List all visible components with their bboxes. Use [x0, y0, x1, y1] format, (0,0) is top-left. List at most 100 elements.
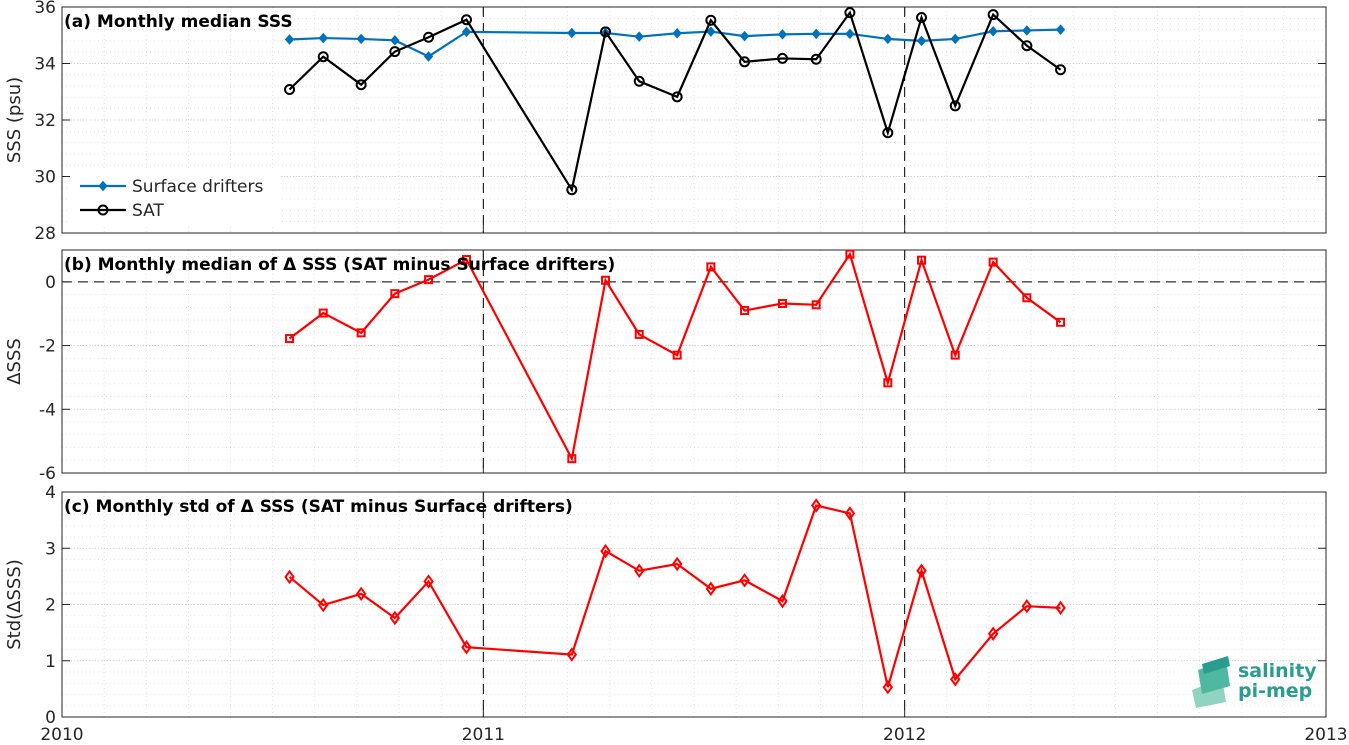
x-tick-label: 2012 [883, 725, 926, 745]
x-tick-label: 2013 [1304, 725, 1347, 745]
data-point [988, 26, 998, 37]
data-point [811, 28, 821, 40]
data-point [634, 329, 644, 339]
data-point [777, 299, 787, 309]
y-tick-label: 2 [45, 596, 56, 616]
panel-b-median-delta-sss: -6 -4 -2 0 ΔSSS (b) Monthly median of Δ SSS (… [4, 249, 1327, 484]
data-point [567, 27, 577, 39]
data-point [423, 51, 434, 62]
data-point [1022, 25, 1032, 36]
y-axis-label: SSS (psu) [4, 77, 25, 163]
data-point [777, 29, 788, 40]
y-tick-label: 34 [34, 55, 56, 75]
logo-text-pimep: pi-mep [1238, 680, 1312, 702]
data-point [566, 647, 578, 662]
legend-label: SAT [132, 201, 164, 221]
data-point [355, 586, 367, 602]
panel-a-monthly-median-sss: 28 30 32 34 36 SSS (psu) (a) Monthly median SS… [4, 0, 1327, 244]
data-point [1021, 598, 1033, 614]
data-point [706, 262, 716, 272]
data-point [634, 31, 644, 42]
data-point [390, 289, 400, 299]
data-point [1055, 24, 1066, 35]
legend-box [70, 168, 280, 226]
y-axis-label: Std(ΔSSS) [4, 559, 25, 650]
data-point [739, 573, 750, 588]
data-point [284, 83, 296, 95]
data-point [739, 30, 750, 42]
data-point [461, 26, 472, 38]
data-point [355, 79, 367, 91]
legend: Surface drifters SAT [70, 168, 280, 226]
data-point [1055, 64, 1067, 76]
data-point [390, 35, 400, 46]
data-point [671, 91, 683, 103]
logo-text-salinity: salinity [1238, 660, 1317, 682]
data-point [845, 249, 855, 259]
data-point [917, 255, 927, 265]
data-point [284, 569, 295, 585]
data-point [356, 33, 366, 45]
series-line-0 [288, 251, 1062, 462]
data-point [633, 563, 645, 578]
data-point [356, 328, 366, 338]
data-point [601, 275, 611, 285]
data-point [845, 28, 855, 40]
y-tick-label: 4 [45, 483, 56, 503]
y-tick-label: 3 [45, 539, 56, 559]
data-point [987, 9, 999, 21]
data-point [672, 28, 682, 39]
data-point [705, 581, 717, 596]
data-point [776, 52, 788, 64]
data-point [988, 257, 998, 267]
data-point [284, 34, 295, 45]
panel-title: (a) Monthly median SSS [64, 12, 293, 32]
y-tick-label: -2 [39, 337, 56, 357]
data-point [705, 14, 717, 26]
data-point [461, 640, 472, 655]
data-point [882, 127, 894, 139]
y-tick-label: 36 [34, 0, 56, 18]
data-point [916, 11, 928, 23]
series-line-1 [288, 10, 1062, 193]
data-point [389, 46, 401, 58]
data-point [844, 506, 856, 521]
y-tick-label: 0 [45, 273, 56, 293]
data-point [672, 350, 682, 360]
y-tick-label: 1 [45, 652, 56, 672]
axes-box [61, 249, 1327, 474]
y-tick-label: 32 [34, 111, 56, 131]
data-point [600, 26, 612, 38]
data-point [1021, 40, 1033, 52]
data-point [987, 626, 999, 641]
data-point [1056, 317, 1066, 327]
data-point [883, 378, 893, 388]
data-point [1055, 600, 1066, 616]
series-line-0 [288, 504, 1061, 688]
legend-marker [98, 180, 108, 192]
x-tick-label: 2010 [40, 725, 83, 745]
data-point [671, 556, 683, 572]
data-point [285, 334, 295, 344]
salinity-pi-mep-logo: salinity pi-mep [1192, 656, 1317, 708]
data-point [916, 563, 927, 578]
data-point [810, 53, 822, 65]
data-point [739, 56, 751, 68]
logo-wave-icon [1202, 656, 1230, 674]
y-axis-label: ΔSSS [4, 338, 25, 385]
data-point [949, 672, 961, 687]
data-point [811, 300, 821, 310]
y-tick-label: 0 [45, 708, 56, 728]
data-point [950, 350, 960, 360]
data-point [777, 593, 788, 609]
data-point [950, 33, 960, 45]
legend-label: Surface drifters [132, 177, 263, 197]
panel-title: (b) Monthly median of Δ SSS (SAT minus S… [64, 255, 615, 275]
data-point [633, 75, 645, 87]
data-point [567, 454, 577, 464]
y-tick-label: -6 [39, 464, 56, 484]
x-tick-label: 2011 [462, 725, 505, 745]
data-point [600, 543, 611, 559]
data-point [949, 100, 961, 112]
data-point [318, 308, 328, 318]
